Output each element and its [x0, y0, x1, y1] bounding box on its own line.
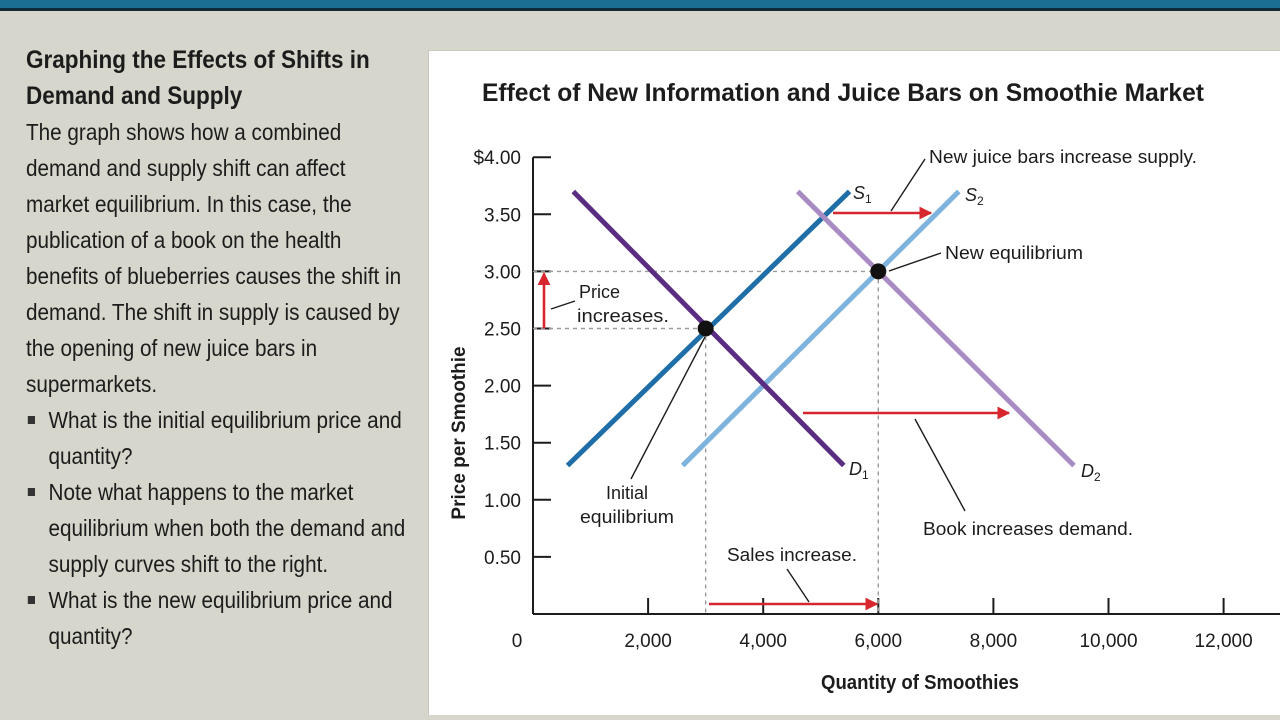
initial-equilibrium-point: [697, 320, 714, 337]
demand-annotation-leader: [914, 418, 966, 512]
curve-label-s2: S2: [965, 185, 984, 208]
question-list: What is the initial equilibrium price an…: [26, 402, 418, 654]
y-tick-label: 3.00: [484, 262, 521, 283]
initial-equilibrium-label-line1: Initial: [606, 483, 648, 503]
y-tick-label: 2.50: [484, 320, 521, 341]
x-tick-label: 2,000: [624, 631, 672, 652]
y-tick-label: 1.50: [484, 434, 521, 455]
y-tick-label: 1.00: [484, 491, 521, 512]
price-change-label-line2: increases.: [577, 306, 669, 326]
section-title: Graphing the Effects of Shifts in Demand…: [26, 46, 370, 110]
new-equilibrium-point: [870, 263, 887, 280]
supply-shift-label: New juice bars increase supply.: [929, 147, 1197, 167]
question-item: What is the new equilibrium price and qu…: [26, 582, 409, 654]
initial-equilibrium-label-line2: equilibrium: [580, 507, 674, 527]
initial-equilibrium-leader: [630, 336, 706, 480]
x-tick-label: 4,000: [739, 631, 787, 652]
left-text-panel: Graphing the Effects of Shifts in Demand…: [26, 42, 418, 654]
plot-area: 0.50 1.00 1.50 2.00 2.50 3.00 3.50 $4.00 0 2,000 4…: [473, 147, 1280, 652]
new-equilibrium-label: New equilibrium: [945, 243, 1083, 263]
y-tick-label: 3.50: [484, 205, 521, 226]
bullet-icon: [27, 488, 35, 496]
y-tick-label: 0.50: [484, 548, 521, 569]
x-tick-label: 8,000: [970, 631, 1018, 652]
bullet-icon: [27, 596, 35, 604]
new-equilibrium-leader: [888, 252, 942, 272]
price-annotation-leader: [550, 300, 576, 310]
chart-title: Effect of New Information and Juice Bars…: [482, 79, 1205, 107]
x-axis-title: Quantity of Smoothies: [821, 672, 1019, 694]
top-bar: [0, 0, 1280, 11]
bullet-icon: [27, 416, 35, 424]
x-tick-label: 12,000: [1195, 631, 1253, 652]
y-tick-label: $4.00: [473, 148, 521, 169]
curve-d2: [795, 189, 1076, 468]
curve-s2: [680, 189, 961, 468]
supply-annotation-leader: [890, 158, 926, 212]
curve-label-d1: D1: [849, 459, 869, 482]
demand-shift-label: Book increases demand.: [923, 519, 1133, 539]
y-tick-label: 2.00: [484, 377, 521, 398]
curve-label-s1: S1: [853, 183, 872, 206]
price-change-label-line1: Price: [579, 282, 620, 302]
y-axis-title: Price per Smoothie: [449, 346, 470, 519]
supply-demand-chart: Effect of New Information and Juice Bars…: [449, 79, 1280, 694]
x-tick-label: 6,000: [855, 631, 903, 652]
quantity-change-label: Sales increase.: [727, 545, 857, 565]
x-tick-label: 0: [512, 631, 523, 652]
quantity-annotation-leader: [786, 568, 810, 603]
x-tick-label: 10,000: [1079, 631, 1137, 652]
section-body: The graph shows how a combined demand an…: [26, 119, 402, 397]
question-item: What is the initial equilibrium price an…: [26, 402, 409, 474]
curve-label-d2: D2: [1081, 461, 1101, 484]
question-item: Note what happens to the market equilibr…: [26, 474, 409, 582]
chart-panel: Effect of New Information and Juice Bars…: [428, 50, 1280, 715]
